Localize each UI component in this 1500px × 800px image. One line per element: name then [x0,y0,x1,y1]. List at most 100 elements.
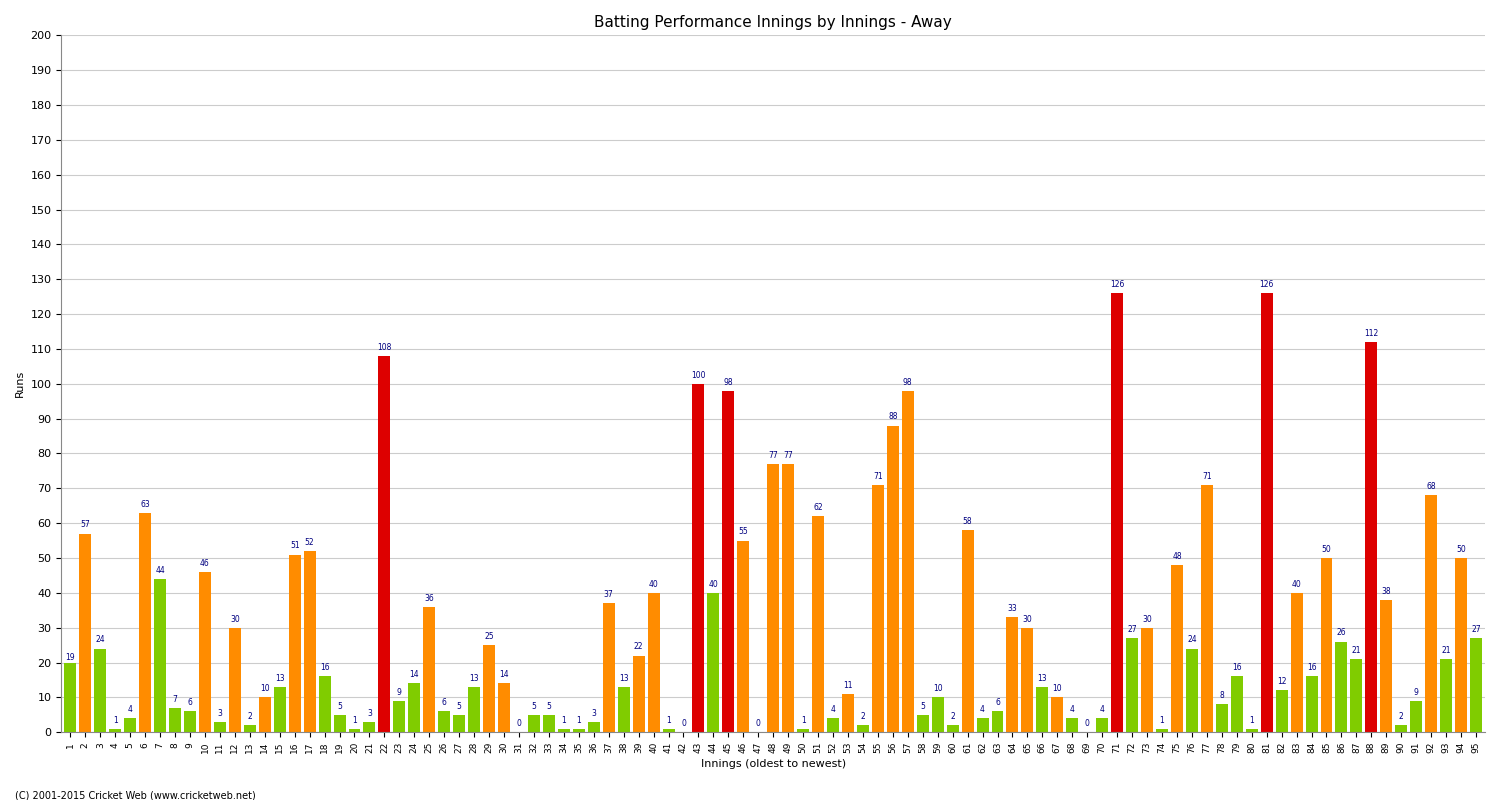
Bar [708,593,720,732]
Text: 6: 6 [442,698,447,707]
Bar [1320,558,1332,732]
Bar [1232,677,1242,732]
X-axis label: Innings (oldest to newest): Innings (oldest to newest) [700,759,846,769]
Bar [1305,677,1317,732]
Bar [1066,718,1078,732]
Text: 1: 1 [801,715,806,725]
Bar [648,593,660,732]
Bar [796,729,808,732]
Bar [1216,704,1228,732]
Bar [1112,293,1124,732]
Bar [886,426,898,732]
Bar [1156,729,1168,732]
Text: 6: 6 [994,698,1000,707]
Bar [693,384,705,732]
Text: 16: 16 [1306,663,1317,672]
Bar [856,726,868,732]
Text: 25: 25 [484,632,494,641]
Text: 71: 71 [873,472,882,481]
Bar [64,662,76,732]
Text: 40: 40 [1292,580,1302,589]
Bar [1260,293,1272,732]
Text: 5: 5 [546,702,552,710]
Bar [1470,638,1482,732]
Bar [348,729,360,732]
Text: 12: 12 [1276,678,1287,686]
Text: 24: 24 [96,635,105,645]
Text: 13: 13 [620,674,628,682]
Text: 5: 5 [531,702,537,710]
Text: 9: 9 [1414,688,1419,697]
Text: 22: 22 [634,642,644,651]
Bar [603,603,615,732]
Bar [260,698,272,732]
Bar [140,513,152,732]
Text: 1: 1 [576,715,580,725]
Text: 3: 3 [217,709,222,718]
Text: 24: 24 [1186,635,1197,645]
Text: 48: 48 [1172,552,1182,561]
Bar [543,715,555,732]
Bar [64,666,76,732]
Text: 6: 6 [188,698,192,707]
Text: 5: 5 [338,702,342,710]
Bar [871,485,883,732]
Bar [573,729,585,732]
Bar [618,687,630,732]
Text: 2: 2 [861,712,865,721]
Text: 1: 1 [561,715,566,725]
Bar [528,715,540,732]
Text: 126: 126 [1260,280,1274,289]
Text: 10: 10 [260,684,270,693]
Bar [273,687,285,732]
Bar [1052,698,1064,732]
Text: 13: 13 [470,674,478,682]
Bar [303,551,315,732]
Text: 5: 5 [921,702,926,710]
Bar [408,683,420,732]
Bar [962,530,974,732]
Text: 10: 10 [1053,684,1062,693]
Text: 13: 13 [1038,674,1047,682]
Bar [1290,593,1302,732]
Bar [992,711,1004,732]
Bar [423,606,435,732]
Y-axis label: Runs: Runs [15,370,26,398]
Text: 5: 5 [456,702,462,710]
Bar [1455,558,1467,732]
Text: 30: 30 [230,614,240,623]
Text: 1: 1 [352,715,357,725]
Text: 1: 1 [666,715,670,725]
Bar [244,726,256,732]
Text: 11: 11 [843,681,852,690]
Bar [1022,628,1034,732]
Text: 8: 8 [1220,691,1224,700]
Text: 52: 52 [304,538,315,547]
Bar [184,711,196,732]
Bar [1036,687,1048,732]
Text: 13: 13 [274,674,285,682]
Bar [588,722,600,732]
Bar [738,541,750,732]
Bar [812,516,824,732]
Text: 26: 26 [1336,629,1347,638]
Bar [1350,659,1362,732]
Bar [214,722,226,732]
Bar [288,554,300,732]
Text: 19: 19 [66,653,75,662]
Bar [438,711,450,732]
Text: 1: 1 [112,715,117,725]
Text: 1: 1 [1250,715,1254,725]
Bar [946,726,958,732]
Text: 2: 2 [248,712,252,721]
Text: 38: 38 [1382,586,1390,596]
Bar [916,715,928,732]
Text: 0: 0 [681,719,686,728]
Text: 71: 71 [1202,472,1212,481]
Text: 50: 50 [1456,545,1466,554]
Bar [498,683,510,732]
Bar [932,698,944,732]
Bar [124,718,136,732]
Text: 44: 44 [154,566,165,574]
Bar [453,715,465,732]
